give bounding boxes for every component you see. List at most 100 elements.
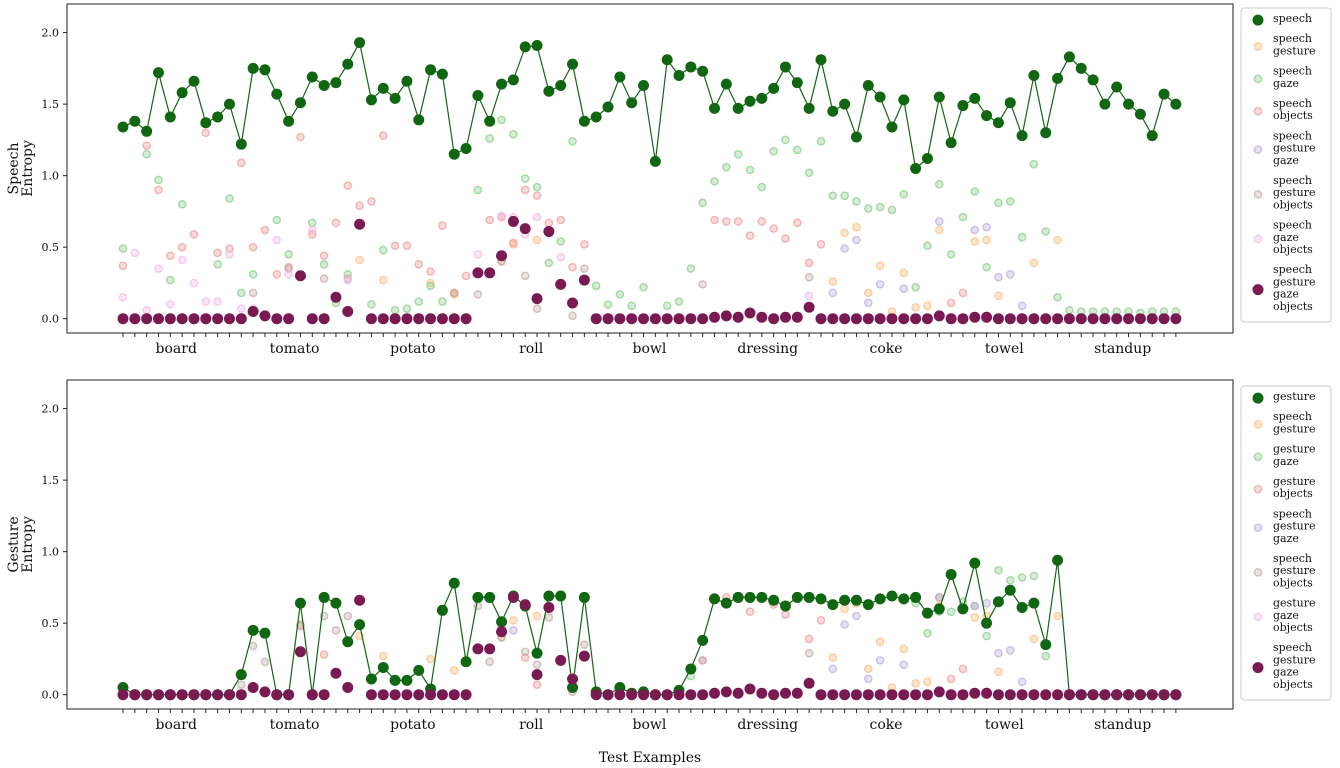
legend-marker — [1253, 523, 1263, 533]
legend-label-line: gaze — [1273, 77, 1299, 90]
data-point — [473, 250, 483, 259]
data-point — [272, 235, 282, 245]
data-point — [946, 674, 956, 684]
data-point — [1075, 62, 1087, 74]
data-point — [223, 313, 235, 325]
data-point — [722, 217, 731, 226]
data-point — [426, 267, 435, 276]
data-point — [1099, 313, 1111, 325]
data-point — [520, 653, 530, 662]
data-point — [887, 205, 897, 215]
category-label: roll — [519, 341, 544, 357]
data-point — [852, 197, 861, 206]
series-speech-gesture-gaze-objects — [117, 591, 1182, 701]
plot-frame — [66, 379, 1234, 710]
data-point — [177, 242, 187, 252]
data-point — [555, 654, 567, 666]
legend-label: gesture gaze objects — [1273, 597, 1315, 634]
data-point — [507, 591, 519, 603]
data-point — [803, 102, 815, 114]
legend-label-line: speech — [1273, 410, 1312, 423]
data-point — [118, 244, 128, 253]
data-point — [768, 313, 780, 325]
data-point — [852, 235, 861, 245]
data-point — [661, 313, 673, 325]
legend-label-line: objects — [1273, 576, 1313, 589]
data-point — [377, 662, 389, 674]
data-point — [722, 162, 731, 172]
data-point — [342, 306, 354, 318]
data-point — [781, 234, 790, 243]
data-point — [141, 125, 153, 137]
data-point — [355, 201, 364, 210]
data-point — [460, 656, 472, 668]
data-point — [969, 557, 981, 569]
data-point — [733, 149, 743, 159]
data-point — [461, 271, 471, 281]
data-point — [803, 301, 815, 313]
data-point — [662, 301, 672, 311]
data-point — [330, 77, 342, 89]
data-point — [957, 689, 969, 701]
data-point — [460, 313, 472, 325]
data-point — [129, 689, 141, 701]
data-point — [828, 288, 838, 298]
data-point — [673, 313, 685, 325]
legend-label-line: speech — [1273, 129, 1312, 142]
data-point — [413, 664, 425, 676]
legend-label-line: gaze — [1273, 231, 1299, 244]
data-point — [850, 131, 862, 143]
series-speech — [117, 37, 1182, 174]
data-point — [1170, 689, 1182, 701]
data-point — [958, 212, 968, 222]
data-point — [118, 261, 128, 271]
data-point — [365, 689, 377, 701]
data-point — [343, 181, 353, 190]
data-point — [933, 91, 945, 103]
data-point — [862, 599, 874, 611]
data-point — [152, 313, 164, 325]
data-point — [472, 267, 484, 279]
data-point — [306, 71, 318, 83]
legend-label-line: objects — [1273, 621, 1313, 634]
data-point — [401, 674, 413, 686]
data-point — [827, 689, 839, 701]
data-point — [519, 223, 531, 235]
data-point — [425, 313, 437, 325]
data-point — [720, 686, 732, 698]
data-point — [614, 689, 626, 701]
data-point — [733, 217, 743, 226]
data-point — [1052, 313, 1064, 325]
data-point — [176, 689, 188, 701]
data-point — [389, 689, 401, 701]
data-point — [377, 689, 389, 701]
data-point — [921, 152, 933, 164]
data-point — [804, 634, 814, 644]
data-point — [532, 182, 542, 192]
data-point — [531, 669, 543, 681]
data-point — [544, 613, 554, 622]
data-point — [697, 689, 709, 701]
data-point — [1134, 313, 1146, 325]
data-point — [544, 218, 554, 228]
data-point — [698, 280, 707, 289]
y-tick-label: 2.0 — [42, 27, 60, 40]
data-point — [188, 689, 200, 701]
data-point — [1040, 689, 1052, 701]
data-point — [283, 313, 295, 325]
data-point — [862, 80, 874, 92]
data-point — [1052, 72, 1064, 84]
data-point — [626, 97, 638, 109]
data-point — [992, 596, 1004, 608]
legend-label: speech gaze objects — [1273, 219, 1313, 256]
data-point — [910, 591, 922, 603]
data-point — [863, 674, 873, 684]
data-point — [448, 577, 460, 589]
data-point — [828, 653, 838, 662]
data-point — [994, 648, 1003, 658]
legend-marker — [1253, 74, 1263, 84]
data-point — [1053, 611, 1062, 621]
legend-label-line: objects — [1273, 198, 1313, 211]
data-point — [556, 237, 566, 246]
